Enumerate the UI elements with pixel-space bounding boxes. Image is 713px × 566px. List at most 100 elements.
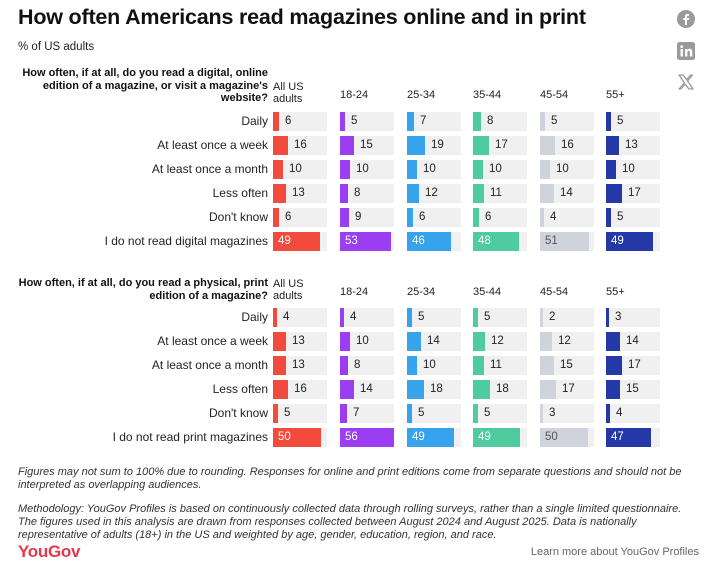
bar xyxy=(473,136,489,155)
bar-track: 12 xyxy=(407,184,461,203)
data-label: 10 xyxy=(289,163,302,175)
data-label: 2 xyxy=(549,311,556,323)
bar-track: 7 xyxy=(340,404,394,423)
bar-track: 8 xyxy=(340,184,394,203)
data-label: 14 xyxy=(360,383,373,395)
data-label: 5 xyxy=(351,115,358,127)
bar xyxy=(606,136,619,155)
data-label: 5 xyxy=(484,311,491,323)
data-label: 5 xyxy=(418,407,425,419)
bar xyxy=(473,404,478,423)
bar-track: 10 xyxy=(540,160,594,179)
bar-track: 6 xyxy=(273,112,327,131)
bar xyxy=(473,332,485,351)
bar xyxy=(273,184,286,203)
bar-track: 17 xyxy=(473,136,527,155)
bar-track: 5 xyxy=(340,112,394,131)
bar xyxy=(340,404,347,423)
bar xyxy=(340,112,345,131)
bar-track: 50 xyxy=(540,428,594,447)
data-label: 18 xyxy=(430,383,443,395)
bar-track: 13 xyxy=(273,332,327,351)
data-label: 3 xyxy=(549,407,556,419)
bar-track: 4 xyxy=(273,308,327,327)
bar-track: 53 xyxy=(340,232,394,251)
data-label: 14 xyxy=(626,335,639,347)
bar-track: 16 xyxy=(540,136,594,155)
data-label: 4 xyxy=(616,407,623,419)
bar-track: 5 xyxy=(473,308,527,327)
bar xyxy=(407,404,412,423)
bar xyxy=(473,112,481,131)
chart-title: How often Americans read magazines onlin… xyxy=(18,5,586,29)
data-label: 50 xyxy=(545,431,558,443)
bar-track: 5 xyxy=(407,308,461,327)
bar xyxy=(407,160,417,179)
bar xyxy=(606,232,653,251)
bar xyxy=(340,308,344,327)
bar xyxy=(273,112,279,131)
column-header: All US adults xyxy=(273,278,304,302)
bar-track: 17 xyxy=(606,184,660,203)
bar xyxy=(473,356,484,375)
bar-track: 10 xyxy=(340,160,394,179)
data-label: 13 xyxy=(292,359,305,371)
bar xyxy=(540,112,545,131)
column-header: 25-34 xyxy=(407,286,436,298)
column-header: 18-24 xyxy=(340,89,369,101)
bar-track: 6 xyxy=(407,208,461,227)
bar-track: 18 xyxy=(473,380,527,399)
data-label: 5 xyxy=(551,115,558,127)
bar-track: 10 xyxy=(473,160,527,179)
bar xyxy=(540,428,588,447)
bar-track: 50 xyxy=(273,428,327,447)
column-header: 45-54 xyxy=(540,286,569,298)
facebook-icon[interactable] xyxy=(676,9,696,29)
footnote: Figures may not sum to 100% due to round… xyxy=(18,466,682,491)
data-label: 12 xyxy=(558,335,571,347)
data-label: 16 xyxy=(294,139,307,151)
learn-more-link[interactable]: Learn more about YouGov Profiles xyxy=(530,546,699,558)
bar-track: 15 xyxy=(540,356,594,375)
data-label: 15 xyxy=(360,139,373,151)
bar-track: 49 xyxy=(273,232,327,251)
bar xyxy=(606,184,622,203)
data-label: 48 xyxy=(478,235,491,247)
bar-track: 5 xyxy=(540,112,594,131)
bar xyxy=(273,380,288,399)
bar xyxy=(407,208,413,227)
bar-track: 15 xyxy=(606,380,660,399)
row-label: Daily xyxy=(241,310,268,324)
column-header: 35-44 xyxy=(473,286,502,298)
data-label: 50 xyxy=(278,431,291,443)
data-label: 5 xyxy=(484,407,491,419)
bar-track: 56 xyxy=(340,428,394,447)
bar-track: 2 xyxy=(540,308,594,327)
bar xyxy=(540,136,555,155)
data-label: 47 xyxy=(611,431,624,443)
row-label: Don't know xyxy=(209,406,268,420)
data-label: 10 xyxy=(489,163,502,175)
bar xyxy=(273,428,321,447)
bar xyxy=(273,232,320,251)
bar-track: 12 xyxy=(540,332,594,351)
data-label: 14 xyxy=(427,335,440,347)
data-label: 4 xyxy=(283,311,290,323)
linkedin-icon[interactable] xyxy=(676,41,696,61)
column-header: 45-54 xyxy=(540,89,569,101)
bar xyxy=(540,232,589,251)
column-header: 55+ xyxy=(606,89,625,101)
bar-track: 49 xyxy=(606,232,660,251)
bar xyxy=(473,428,520,447)
data-label: 6 xyxy=(419,211,426,223)
bar xyxy=(540,184,554,203)
x-icon[interactable] xyxy=(676,72,696,92)
bar xyxy=(407,428,454,447)
bar xyxy=(407,332,421,351)
bar-track: 13 xyxy=(273,356,327,375)
data-label: 13 xyxy=(292,187,305,199)
bar xyxy=(273,332,286,351)
bar xyxy=(473,308,478,327)
bar-track: 15 xyxy=(340,136,394,155)
bar xyxy=(540,208,544,227)
